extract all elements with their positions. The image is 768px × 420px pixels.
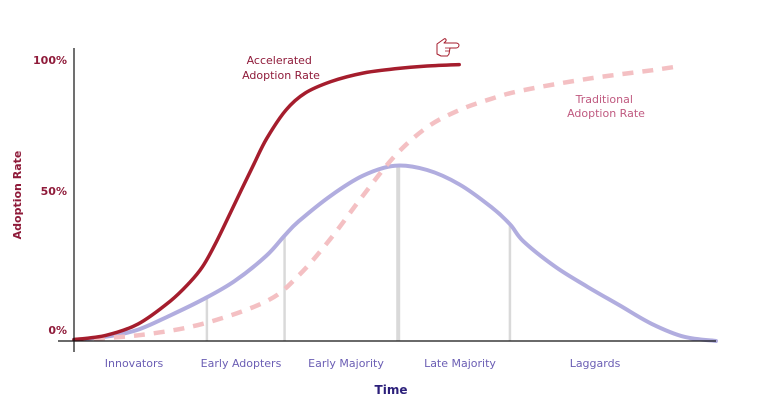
segment-dividers xyxy=(205,166,512,341)
bell-curve xyxy=(72,163,718,343)
segment-label-early-majority: Early Majority xyxy=(308,357,384,370)
annotation-traditional-line-1: Traditional xyxy=(575,93,633,106)
segment-label-innovators: Innovators xyxy=(105,357,164,370)
y-tick-label-50: 50% xyxy=(41,185,67,198)
y-axis-title: Adoption Rate xyxy=(11,151,24,240)
annotation-accelerated-line-1: Accelerated xyxy=(247,54,312,67)
annotation-accelerated: Accelerated Adoption Rate xyxy=(242,54,320,82)
segment-label-late-majority: Late Majority xyxy=(424,357,496,370)
segment-label-laggards: Laggards xyxy=(570,357,621,370)
series-line-accelerated xyxy=(72,62,461,342)
annotation-accelerated-line-2: Adoption Rate xyxy=(242,69,320,82)
y-tick-label-100: 100% xyxy=(33,54,67,67)
annotation-traditional: Traditional Adoption Rate xyxy=(567,93,645,120)
annotation-traditional-line-2: Adoption Rate xyxy=(567,107,645,120)
y-tick-label-0: 0% xyxy=(48,324,67,337)
segment-label-early-adopters: Early Adopters xyxy=(201,357,282,370)
hand-pointer-icon xyxy=(436,38,460,57)
x-axis-title: Time xyxy=(375,383,408,397)
series-line-traditional xyxy=(73,63,682,342)
